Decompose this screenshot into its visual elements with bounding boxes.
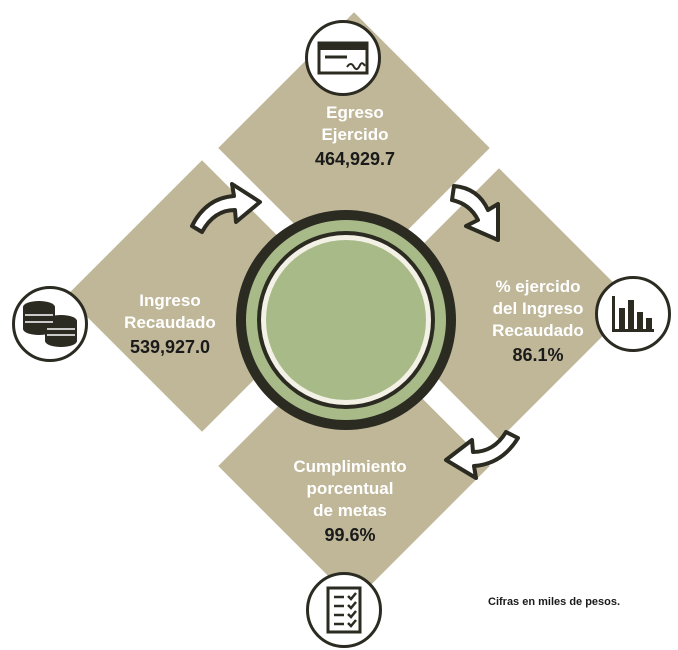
cumplimiento-title-1: Cumplimiento — [293, 457, 407, 476]
porcentaje-value: 86.1% — [512, 345, 564, 365]
ingreso-label: Ingreso Recaudado 539,927.0 — [95, 290, 245, 358]
egreso-label: Egreso Ejercido 464,929.7 — [280, 102, 430, 170]
cumplimiento-title-2: porcentual — [306, 479, 394, 498]
porcentaje-title-2: del Ingreso — [492, 299, 584, 318]
bar-chart-icon — [595, 276, 671, 352]
coins-icon — [12, 286, 88, 362]
egreso-value: 464,929.7 — [314, 149, 396, 169]
ingreso-title-1: Ingreso — [139, 291, 201, 310]
egreso-title-2: Ejercido — [321, 125, 389, 144]
check-icon — [305, 20, 381, 96]
curved-arrow-icon — [444, 430, 520, 480]
ingreso-value: 539,927.0 — [129, 337, 211, 357]
porcentaje-title-3: Recaudado — [492, 321, 584, 340]
porcentaje-label: % ejercido del Ingreso Recaudado 86.1% — [463, 276, 613, 366]
porcentaje-title-1: % ejercido — [495, 277, 581, 296]
checklist-icon — [306, 572, 382, 648]
units-note: Cifras en miles de pesos. — [488, 596, 621, 608]
egreso-title-1: Egreso — [326, 103, 384, 122]
curved-arrow-icon — [450, 184, 500, 242]
ingreso-title-2: Recaudado — [124, 313, 216, 332]
curved-arrow-icon — [190, 182, 262, 234]
cumplimiento-title-3: de metas — [313, 501, 387, 520]
cumplimiento-label: Cumplimiento porcentual de metas 99.6% — [270, 456, 430, 546]
center-circle-fill — [266, 240, 426, 400]
cumplimiento-value: 99.6% — [324, 525, 376, 545]
